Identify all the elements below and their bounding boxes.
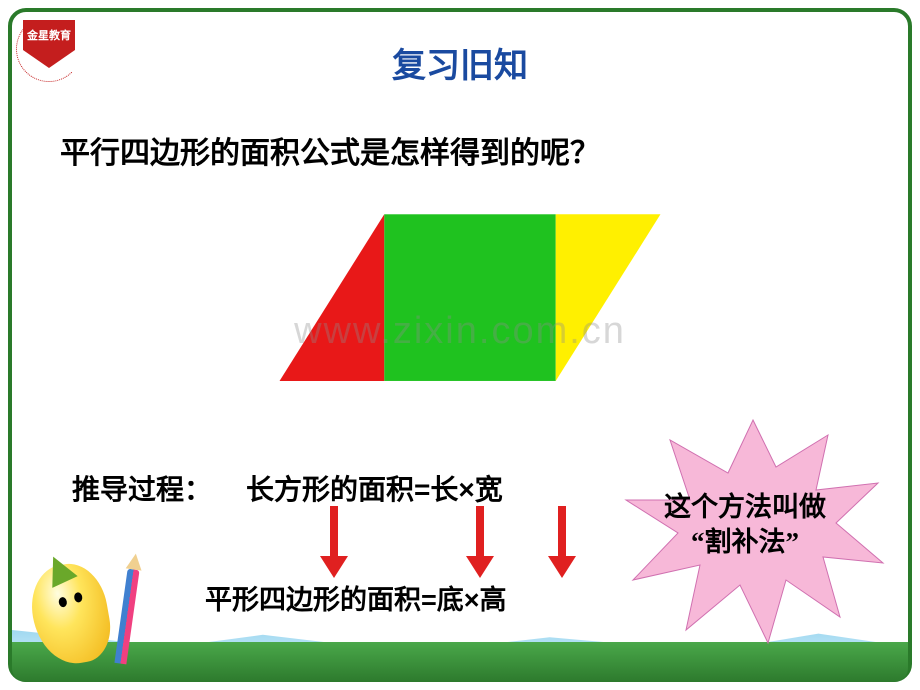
arrow-1-head bbox=[320, 556, 348, 578]
triangle-left bbox=[280, 214, 385, 381]
arrow-2-head bbox=[466, 556, 494, 578]
arrow-3-stem bbox=[558, 506, 566, 556]
mascot-character bbox=[28, 550, 123, 670]
starburst-line2: “割补法” bbox=[691, 527, 799, 557]
logo: 金星教育 bbox=[14, 14, 84, 84]
question-text: 平行四边形的面积公式是怎样得到的呢？ bbox=[60, 128, 600, 172]
starburst-text: 这个方法叫做 “割补法” bbox=[630, 490, 860, 560]
triangle-right bbox=[556, 214, 661, 381]
starburst-line1: 这个方法叫做 bbox=[664, 492, 826, 522]
parallelogram-figure bbox=[270, 210, 670, 390]
rectangle-formula: 长方形的面积=长×宽 bbox=[246, 468, 503, 508]
slide-background: 金星教育 复习旧知 平行四边形的面积公式是怎样得到的呢？ www.zixin.c… bbox=[0, 0, 920, 690]
rectangle-center bbox=[384, 214, 555, 381]
logo-text: 金星教育 bbox=[27, 27, 71, 43]
arrow-3-head bbox=[548, 556, 576, 578]
derivation-label: 推导过程： bbox=[72, 468, 212, 508]
arrow-1-stem bbox=[330, 506, 338, 556]
parallelogram-formula: 平形四边形的面积=底×高 bbox=[205, 578, 507, 617]
slide-title: 复习旧知 bbox=[0, 38, 920, 87]
arrow-2-stem bbox=[476, 506, 484, 556]
